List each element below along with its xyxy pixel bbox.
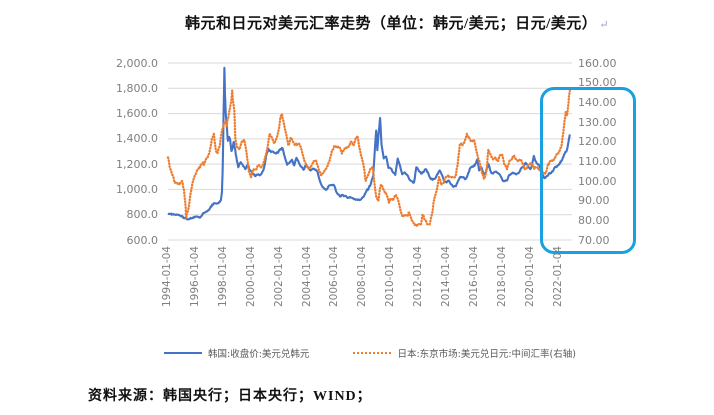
x-axis-tick-label: 1994-01-04: [161, 246, 173, 308]
right-axis-tick-label: 70.00: [578, 234, 610, 247]
x-axis-tick-label: 2008-01-04: [356, 246, 368, 308]
right-axis-tick-label: 110.00: [578, 155, 617, 168]
jpy-line-marker-icon: [353, 352, 392, 354]
x-axis-tick-label: 2012-01-04: [412, 246, 424, 308]
right-axis-tick-label: 100.00: [578, 175, 617, 188]
x-axis-tick-label: 1998-01-04: [217, 246, 229, 308]
gridlines: [168, 62, 572, 241]
legend-item-krw: 韩国:收盘价:美元兑韩元: [164, 346, 309, 360]
x-axis-tick-label: 2014-01-04: [440, 246, 452, 308]
legend-item-jpy: 日本:东京市场:美元兑日元:中间汇率(右轴): [353, 346, 576, 360]
chart-title-text: 韩元和日元对美元汇率走势（单位：韩元/美元；日元/美元）: [184, 16, 598, 32]
x-axis-tick-label: 2022-01-04: [552, 246, 564, 308]
x-axis-tick-label: 2010-01-04: [384, 246, 396, 308]
krw-line-marker-icon: [164, 352, 203, 354]
left-axis-tick-label: 1,400.0: [116, 132, 158, 145]
paragraph-mark: ↵: [599, 19, 610, 31]
legend: 韩国:收盘价:美元兑韩元 日本:东京市场:美元兑日元:中间汇率(右轴): [130, 346, 610, 360]
right-axis-tick-label: 130.00: [578, 116, 617, 129]
left-axis-tick-label: 1,200.0: [116, 158, 158, 171]
jpy-series-line: [166, 89, 572, 228]
right-axis-tick-label: 150.00: [578, 76, 617, 89]
right-axis-tick-label: 120.00: [578, 135, 617, 148]
x-axis-tick-label: 2020-01-04: [524, 246, 536, 308]
legend-label-krw: 韩国:收盘价:美元兑韩元: [208, 349, 310, 360]
x-axis-tick-label: 2006-01-04: [328, 246, 340, 308]
left-axis-tick-label: 2,000.0: [116, 57, 158, 70]
x-axis-tick-label: 2002-01-04: [273, 246, 285, 308]
left-axis-tick-label: 600.0: [126, 234, 159, 247]
x-axis-tick-label: 2018-01-04: [496, 246, 508, 308]
legend-label-jpy: 日本:东京市场:美元兑日元:中间汇率(右轴): [397, 349, 576, 360]
left-axis-tick-label: 1,600.0: [116, 107, 158, 120]
chart-title: 韩元和日元对美元汇率走势（单位：韩元/美元；日元/美元） ↵: [80, 12, 714, 33]
right-axis-tick-label: 140.00: [578, 96, 617, 109]
left-axis-tick-label: 800.0: [126, 208, 159, 221]
x-axis-tick-label: 2000-01-04: [245, 246, 257, 308]
left-axis-tick-label: 1,000.0: [116, 183, 158, 196]
plot-area: [166, 62, 572, 241]
x-axis-tick-label: 1996-01-04: [189, 246, 201, 308]
x-axis-tick-label: 2016-01-04: [468, 246, 480, 308]
source-note: 资料来源：韩国央行；日本央行；WIND；: [88, 389, 372, 404]
left-axis-tick-label: 1,800.0: [116, 82, 158, 95]
right-axis-tick-label: 90.00: [578, 194, 610, 207]
right-axis-tick-label: 80.00: [578, 214, 610, 227]
krw-series-line: [167, 66, 571, 221]
x-axis-tick-label: 2004-01-04: [301, 246, 313, 308]
right-axis-tick-label: 160.00: [578, 57, 617, 70]
